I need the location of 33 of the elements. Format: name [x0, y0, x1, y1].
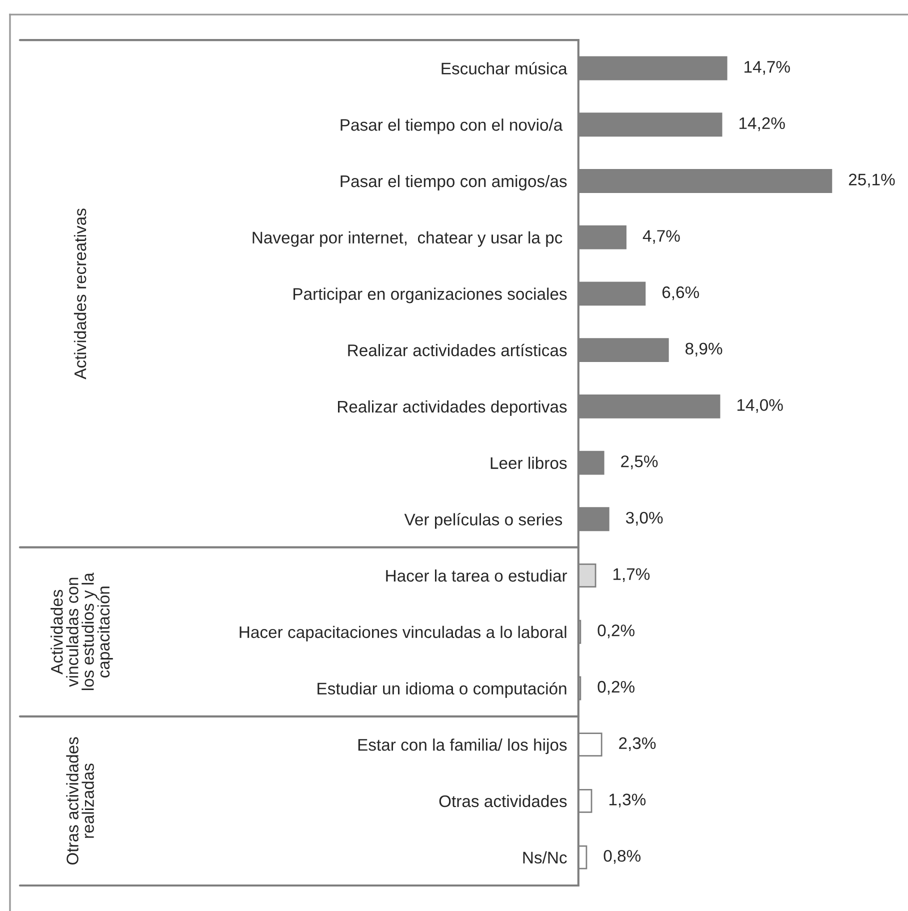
- data-label: 6,6%: [662, 286, 699, 300]
- y-tick-label: Estar con la familia/ los hijos: [358, 738, 567, 754]
- y-tick-label: Navegar por internet, chatear y usar la pc: [252, 231, 562, 247]
- y-tick-label: Escuchar música: [442, 62, 568, 74]
- data-label: 0,8%: [604, 850, 641, 864]
- text: Actividades vinculadas con los estudios y la capacitación: [50, 572, 113, 690]
- data-label: 25,1%: [848, 174, 895, 188]
- y-tick-label: Participar en organizaciones sociales: [294, 288, 567, 304]
- y-tick-label: Hacer la tarea o estudiar: [386, 569, 568, 582]
- data-label: 3,0%: [626, 512, 663, 526]
- y-tick-label: Otras actividades: [439, 794, 567, 808]
- y-tick-label: Leer libros: [490, 456, 567, 469]
- data-label: 8,9%: [686, 342, 722, 357]
- y-tick-label: Ver películas o series: [404, 513, 562, 529]
- data-label: 1,7%: [613, 568, 650, 582]
- y-tick-label: Estudiar un idioma o computación: [318, 682, 566, 698]
- data-label: 14,2%: [739, 117, 785, 132]
- text: Otras actividades realizadas: [66, 737, 94, 865]
- data-label: 4,7%: [642, 230, 680, 244]
- data-label: 0,2%: [598, 680, 634, 695]
- y-tick-label: Pasar el tiempo con el novio/a: [340, 118, 563, 134]
- data-label: 2,3%: [619, 737, 656, 752]
- data-label: 14,7%: [744, 61, 790, 75]
- data-label: 1,3%: [609, 794, 646, 808]
- data-label: 0,2%: [598, 624, 634, 638]
- y-tick-label: Hacer capacitaciones vinculadas a lo laboral: [240, 626, 566, 642]
- y-tick-label: Pasar el tiempo con amigos/as: [340, 174, 567, 190]
- y-tick-label: Ns/Nc: [523, 851, 567, 864]
- data-label: 2,5%: [621, 455, 658, 470]
- data-label: 14,0%: [737, 399, 783, 413]
- y-tick-label: Realizar actividades deportivas: [338, 400, 567, 416]
- y-tick-label: Realizar actividades artísticas: [348, 344, 567, 356]
- text: Actividades recreativas: [74, 208, 86, 380]
